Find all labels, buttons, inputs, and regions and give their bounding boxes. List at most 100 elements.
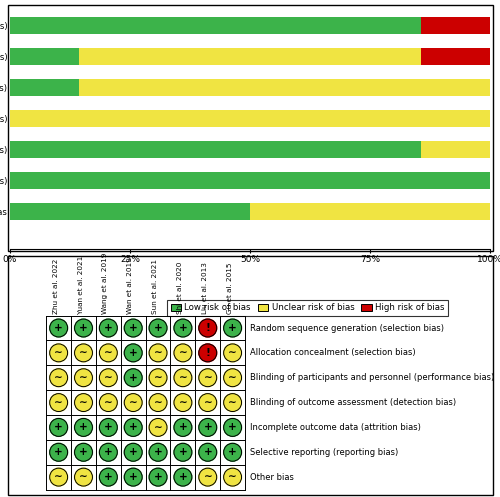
- Text: ∼: ∼: [79, 373, 88, 383]
- Circle shape: [74, 369, 92, 387]
- Text: +: +: [204, 447, 212, 457]
- Circle shape: [224, 344, 242, 362]
- Circle shape: [224, 443, 242, 461]
- Circle shape: [50, 369, 68, 387]
- Circle shape: [199, 443, 216, 461]
- Text: ∼: ∼: [204, 472, 212, 482]
- Text: Random sequence generation (selection bias): Random sequence generation (selection bi…: [250, 324, 444, 332]
- Circle shape: [100, 369, 117, 387]
- Bar: [10, 172, 490, 189]
- Bar: [10, 203, 250, 220]
- Text: +: +: [54, 447, 63, 457]
- Text: Selective reporting (reporting bias): Selective reporting (reporting bias): [250, 448, 398, 457]
- Text: Sun et al. 2021: Sun et al. 2021: [152, 258, 158, 314]
- Circle shape: [224, 319, 242, 337]
- Bar: [10, 141, 422, 158]
- Text: Blinding of outcome assessment (detection bias): Blinding of outcome assessment (detectio…: [250, 398, 456, 407]
- Text: ∼: ∼: [154, 398, 162, 408]
- Circle shape: [100, 394, 117, 412]
- Circle shape: [199, 394, 216, 412]
- Text: ∼: ∼: [178, 373, 188, 383]
- Bar: [422, 141, 490, 158]
- Text: ∼: ∼: [204, 398, 212, 408]
- Text: ∼: ∼: [154, 348, 162, 358]
- Circle shape: [199, 468, 216, 486]
- Text: ∼: ∼: [228, 398, 237, 408]
- Text: +: +: [129, 472, 138, 482]
- Text: +: +: [104, 323, 112, 333]
- Circle shape: [199, 344, 216, 362]
- Circle shape: [50, 418, 68, 436]
- Circle shape: [149, 369, 167, 387]
- Text: +: +: [228, 447, 237, 457]
- Circle shape: [224, 394, 242, 412]
- Circle shape: [74, 468, 92, 486]
- Circle shape: [149, 344, 167, 362]
- Bar: [422, 48, 490, 65]
- Text: +: +: [54, 422, 63, 432]
- Circle shape: [124, 344, 142, 362]
- Text: Incomplete outcome data (attrition bias): Incomplete outcome data (attrition bias): [250, 423, 420, 432]
- Text: +: +: [104, 447, 112, 457]
- Circle shape: [74, 418, 92, 436]
- Text: +: +: [129, 323, 138, 333]
- Text: ∼: ∼: [104, 398, 112, 408]
- Circle shape: [199, 319, 216, 337]
- Circle shape: [224, 369, 242, 387]
- Circle shape: [174, 319, 192, 337]
- Circle shape: [124, 418, 142, 436]
- Circle shape: [100, 468, 117, 486]
- Circle shape: [174, 468, 192, 486]
- Text: +: +: [79, 323, 88, 333]
- Text: +: +: [204, 422, 212, 432]
- Circle shape: [174, 418, 192, 436]
- Text: ∼: ∼: [79, 348, 88, 358]
- Text: +: +: [228, 422, 237, 432]
- Circle shape: [199, 418, 216, 436]
- Circle shape: [100, 443, 117, 461]
- Bar: [78, 79, 490, 96]
- Circle shape: [174, 369, 192, 387]
- Text: !: !: [206, 348, 210, 358]
- Text: +: +: [154, 447, 162, 457]
- Circle shape: [174, 394, 192, 412]
- Circle shape: [50, 319, 68, 337]
- Circle shape: [50, 443, 68, 461]
- Text: ∼: ∼: [104, 348, 112, 358]
- Circle shape: [50, 468, 68, 486]
- Text: ∼: ∼: [228, 373, 237, 383]
- Circle shape: [224, 468, 242, 486]
- Text: ∼: ∼: [79, 398, 88, 408]
- Circle shape: [50, 394, 68, 412]
- Bar: [422, 17, 490, 34]
- Text: +: +: [129, 422, 138, 432]
- Circle shape: [124, 319, 142, 337]
- Text: Yuan et al. 2021: Yuan et al. 2021: [78, 255, 84, 314]
- Text: +: +: [154, 323, 162, 333]
- Text: +: +: [178, 472, 188, 482]
- Circle shape: [224, 418, 242, 436]
- Circle shape: [124, 468, 142, 486]
- Text: +: +: [129, 373, 138, 383]
- Text: ∼: ∼: [178, 398, 188, 408]
- Text: ∼: ∼: [178, 348, 188, 358]
- Text: ∼: ∼: [104, 373, 112, 383]
- Text: ∼: ∼: [54, 373, 63, 383]
- Circle shape: [74, 443, 92, 461]
- Circle shape: [149, 394, 167, 412]
- Text: +: +: [104, 472, 112, 482]
- Circle shape: [174, 443, 192, 461]
- Text: +: +: [178, 323, 188, 333]
- Text: ∼: ∼: [54, 472, 63, 482]
- Circle shape: [149, 418, 167, 436]
- Circle shape: [149, 468, 167, 486]
- Circle shape: [149, 319, 167, 337]
- Circle shape: [50, 344, 68, 362]
- Circle shape: [174, 344, 192, 362]
- Circle shape: [124, 443, 142, 461]
- Text: Liu et al. 2013: Liu et al. 2013: [202, 262, 208, 314]
- Bar: [250, 203, 490, 220]
- Circle shape: [124, 394, 142, 412]
- Text: ∼: ∼: [54, 348, 63, 358]
- Text: +: +: [178, 447, 188, 457]
